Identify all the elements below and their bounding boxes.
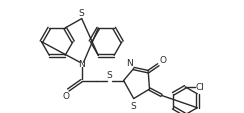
Text: S: S xyxy=(78,9,84,18)
Text: O: O xyxy=(62,92,70,100)
Text: N: N xyxy=(126,58,132,67)
Text: O: O xyxy=(160,55,167,64)
Text: Cl: Cl xyxy=(196,83,205,92)
Text: S: S xyxy=(107,71,112,80)
Text: S: S xyxy=(131,101,137,110)
Text: N: N xyxy=(78,59,85,68)
